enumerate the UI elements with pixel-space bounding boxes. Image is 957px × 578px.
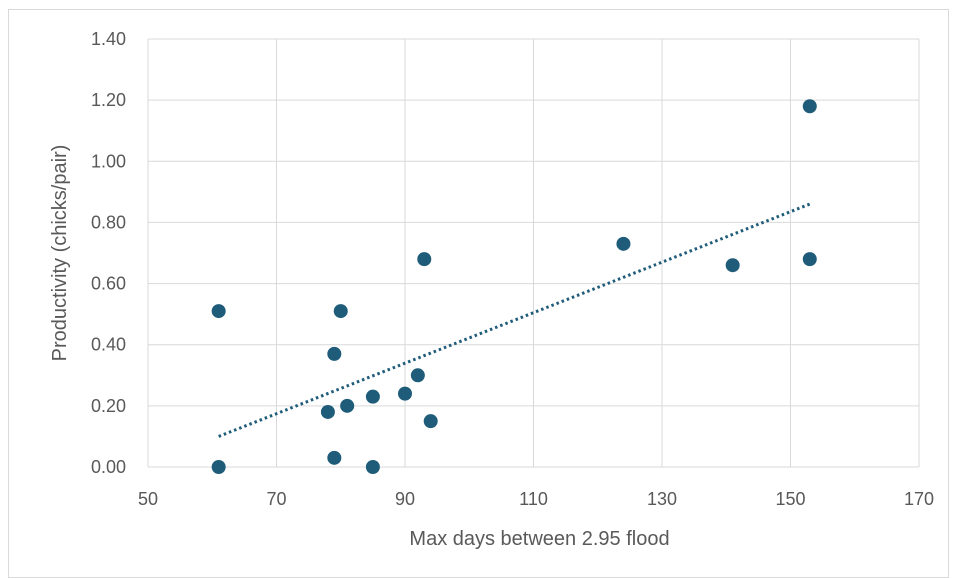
x-tick-label: 90 bbox=[395, 489, 415, 509]
y-axis-title: Productivity (chicks/pair) bbox=[49, 145, 71, 362]
x-tick-label: 170 bbox=[904, 489, 934, 509]
data-point bbox=[423, 414, 438, 429]
data-point bbox=[410, 368, 425, 383]
x-tick-label: 150 bbox=[775, 489, 805, 509]
y-tick-label: 1.40 bbox=[91, 29, 126, 49]
data-point bbox=[398, 386, 412, 401]
x-tick-label: 70 bbox=[266, 489, 286, 509]
y-tick-label: 0.00 bbox=[91, 457, 126, 477]
chart-frame bbox=[8, 9, 949, 578]
y-tick-label: 0.80 bbox=[91, 212, 126, 232]
data-point bbox=[333, 304, 348, 319]
data-point bbox=[417, 252, 432, 267]
y-tick-label: 0.20 bbox=[91, 396, 126, 416]
x-tick-label: 130 bbox=[647, 489, 677, 509]
data-point bbox=[365, 460, 380, 474]
trendline-group bbox=[218, 202, 811, 438]
x-tick-label: 50 bbox=[138, 489, 158, 509]
data-point bbox=[327, 346, 342, 361]
data-point bbox=[211, 304, 226, 319]
gridlines bbox=[147, 38, 920, 468]
data-point bbox=[802, 252, 817, 267]
y-tick-label: 0.40 bbox=[91, 335, 126, 355]
data-point bbox=[725, 258, 740, 273]
data-point bbox=[616, 236, 631, 251]
data-point bbox=[320, 404, 335, 419]
x-tick-labels: 50 70 90 110 130 150 170 bbox=[138, 489, 934, 509]
y-tick-label: 1.20 bbox=[91, 90, 126, 110]
data-points bbox=[211, 99, 817, 474]
data-point bbox=[802, 99, 817, 114]
y-tick-label: 1.00 bbox=[91, 151, 126, 171]
trendline bbox=[218, 202, 811, 438]
data-point bbox=[211, 460, 226, 474]
data-point bbox=[327, 450, 342, 465]
y-tick-label: 0.60 bbox=[91, 274, 126, 294]
x-tick-label: 110 bbox=[519, 489, 548, 509]
x-axis-title: Max days between 2.95 flood bbox=[409, 528, 669, 550]
data-point bbox=[365, 389, 380, 404]
data-point bbox=[340, 398, 355, 413]
y-tick-labels: 0.00 0.20 0.40 0.60 0.80 1.00 1.20 1.40 bbox=[91, 29, 126, 477]
